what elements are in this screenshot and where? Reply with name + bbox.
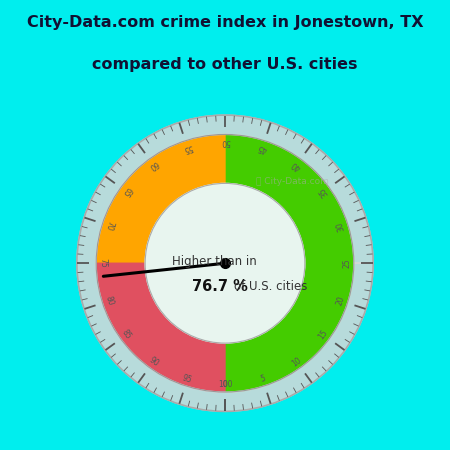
- Text: 100: 100: [218, 380, 232, 389]
- Text: 5: 5: [259, 374, 266, 384]
- Text: 95: 95: [181, 373, 194, 385]
- Text: Higher than in: Higher than in: [172, 256, 257, 269]
- Polygon shape: [96, 263, 225, 392]
- Text: of U.S. cities: of U.S. cities: [234, 280, 307, 293]
- Text: compared to other U.S. cities: compared to other U.S. cities: [92, 57, 358, 72]
- Text: 65: 65: [120, 185, 133, 198]
- Text: 85: 85: [120, 328, 133, 342]
- Text: 40: 40: [290, 158, 303, 171]
- Text: 0: 0: [223, 380, 227, 389]
- Text: 76.7 %: 76.7 %: [192, 279, 248, 294]
- Text: 45: 45: [256, 142, 269, 153]
- Text: 90: 90: [147, 355, 160, 368]
- Text: 30: 30: [335, 220, 346, 232]
- Polygon shape: [77, 115, 373, 411]
- Text: 35: 35: [317, 185, 330, 198]
- Text: 70: 70: [104, 220, 115, 232]
- Text: 50: 50: [220, 137, 230, 146]
- Text: 75: 75: [99, 258, 108, 268]
- Text: 10: 10: [290, 355, 303, 368]
- Text: 20: 20: [335, 295, 346, 307]
- Text: 55: 55: [181, 142, 194, 153]
- Circle shape: [145, 184, 305, 343]
- Text: 60: 60: [147, 158, 160, 171]
- Polygon shape: [96, 135, 225, 263]
- Text: 25: 25: [342, 258, 351, 268]
- Text: 15: 15: [317, 328, 330, 342]
- Polygon shape: [225, 135, 354, 392]
- Text: City-Data.com crime index in Jonestown, TX: City-Data.com crime index in Jonestown, …: [27, 15, 423, 30]
- Text: 80: 80: [104, 295, 115, 307]
- Text: 🔍 City-Data.com: 🔍 City-Data.com: [256, 176, 328, 185]
